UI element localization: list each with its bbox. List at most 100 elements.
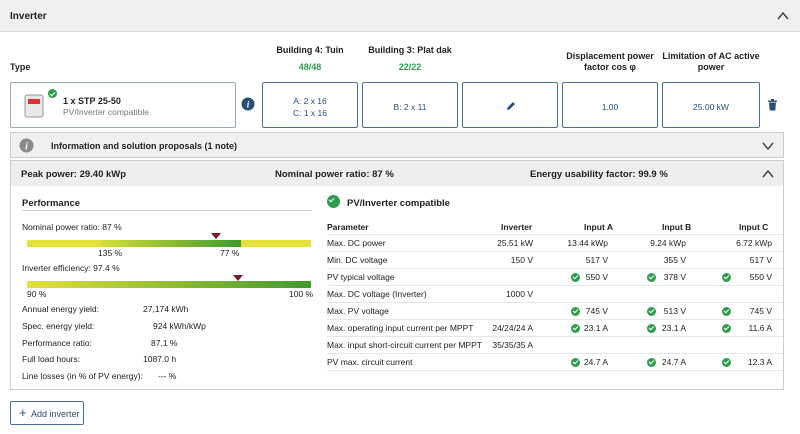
info-bar-label: Information and solution proposals (1 no… — [51, 141, 237, 151]
summary-bar[interactable]: Peak power: 29.40 kWp Nominal power rati… — [10, 160, 784, 186]
row-divider — [327, 370, 783, 371]
inverter-status: PV/Inverter compatible — [63, 107, 149, 117]
nominal-marker — [211, 233, 221, 239]
building4-config-card[interactable]: A: 2 x 16 C: 1 x 16 — [262, 82, 358, 128]
pencil-icon — [507, 102, 515, 110]
efficiency-bar — [27, 281, 311, 288]
value-cell-c: 12.3 A — [747, 357, 772, 367]
value-cell-a: 13.44 kWp — [567, 238, 608, 248]
building3-header: Building 3: Plat dak — [368, 45, 452, 55]
value-cell-a: 745 V — [585, 306, 608, 316]
value-cell-a: 24.7 A — [583, 357, 608, 367]
efficiency-left-label: 90 % — [27, 289, 47, 299]
value-cell-c: 517 V — [749, 255, 772, 265]
compat-title: PV/Inverter compatible — [347, 198, 450, 209]
limitation-header: Limitation of AC active power — [662, 51, 760, 72]
line-losses-label: Line losses (in % of PV energy): — [22, 371, 143, 381]
inverter-device-icon — [24, 94, 44, 118]
value-cell-c: 550 V — [749, 272, 772, 282]
nominal-bar-optimal — [101, 240, 241, 247]
table-divider — [327, 234, 783, 235]
check-circle-icon — [647, 357, 656, 367]
row-divider — [327, 285, 783, 286]
inverter-name: 1 x STP 25-50 — [63, 96, 121, 106]
value-cell-b: 513 V — [663, 306, 686, 316]
row-divider — [327, 302, 783, 303]
value-cell-b: 23.1 A — [661, 323, 686, 333]
nominal-right-label: 77 % — [220, 248, 240, 258]
check-circle-icon — [48, 89, 57, 98]
check-circle-icon — [647, 272, 656, 282]
value-cell-a: 23.1 A — [583, 323, 608, 333]
check-circle-icon — [722, 357, 731, 367]
efficiency-right-label: 100 % — [289, 289, 314, 299]
row-divider — [327, 353, 783, 354]
cos-phi-field[interactable]: 1.00 — [562, 82, 658, 128]
nominal-bar-high — [241, 240, 311, 247]
check-circle-icon — [571, 323, 580, 333]
header-input-b: Input B — [662, 222, 692, 232]
spec-yield-value: 924 kWh/kWp — [153, 321, 206, 331]
info-circle-icon: i — [19, 138, 34, 153]
building4-count: 48/48 — [298, 62, 322, 72]
value-cell-b: 378 V — [663, 272, 686, 282]
building3-config-card[interactable]: B: 2 x 11 — [362, 82, 458, 128]
header-parameter: Parameter — [327, 222, 369, 232]
chevron-down-icon[interactable] — [761, 139, 775, 153]
value-cell-inv: 35/35/35 A — [492, 340, 533, 350]
inverter-section-header[interactable]: Inverter — [0, 0, 800, 32]
value-cell-inv: 24/24/24 A — [492, 323, 533, 333]
edit-config-button[interactable] — [462, 82, 558, 128]
add-inverter-label: Add inverter — [31, 409, 80, 419]
check-circle-icon — [571, 272, 580, 282]
header-input-a: Input A — [584, 222, 613, 232]
row-divider — [327, 336, 783, 337]
displacement-header: Displacement power factor cos φ — [566, 51, 654, 72]
value-cell-b: 9.24 kWp — [650, 238, 686, 248]
chevron-up-icon[interactable] — [776, 9, 790, 23]
ac-limit-field[interactable]: 25.00 kW — [662, 82, 760, 128]
parameter-cell: PV max. circuit current — [327, 357, 413, 367]
add-inverter-button[interactable]: + Add inverter — [10, 401, 84, 425]
performance-title: Performance — [22, 198, 81, 209]
chevron-up-icon[interactable] — [761, 167, 775, 181]
check-circle-icon — [571, 306, 580, 316]
plus-icon: + — [19, 405, 27, 420]
efficiency-label: Inverter efficiency: 97.4 % — [22, 263, 120, 273]
value-cell-a: 550 V — [585, 272, 608, 282]
value-cell-c: 11.6 A — [748, 323, 772, 333]
parameter-cell: Max. PV voltage — [327, 306, 389, 316]
svg-text:i: i — [25, 142, 28, 153]
trash-icon[interactable] — [767, 99, 778, 111]
value-cell-inv: 1000 V — [506, 289, 533, 299]
value-cell-b: 355 V — [663, 255, 686, 265]
spec-yield-label: Spec. energy yield: — [22, 321, 95, 331]
info-icon[interactable]: i — [241, 97, 255, 111]
ac-limit-value: 25.00 kW — [693, 102, 729, 112]
value-cell-inv: 150 V — [510, 255, 533, 265]
building3-line1: B: 2 x 11 — [393, 102, 427, 112]
value-cell-inv: 25.51 kW — [497, 238, 533, 248]
check-circle-icon — [327, 195, 340, 208]
info-solutions-bar[interactable]: i Information and solution proposals (1 … — [10, 132, 784, 158]
section-title: Inverter — [10, 11, 47, 22]
parameter-cell: Max. DC voltage (Inverter) — [327, 289, 427, 299]
type-column-header: Type — [10, 62, 31, 72]
value-cell-a: 517 V — [585, 255, 608, 265]
energy-usability-factor: Energy usability factor: 99.9 % — [530, 169, 668, 180]
nominal-ratio-label: Nominal power ratio: 87 % — [22, 222, 122, 232]
annual-yield-value: 27,174 kWh — [143, 304, 189, 314]
check-circle-icon — [722, 306, 731, 316]
header-input-c: Input C — [739, 222, 769, 232]
check-circle-icon — [722, 272, 731, 282]
check-circle-icon — [647, 323, 656, 333]
performance-ratio-value: 87.1 % — [151, 338, 178, 348]
cos-phi-value: 1.00 — [601, 102, 619, 112]
line-losses-value: --- % — [158, 371, 177, 381]
inverter-card[interactable]: 1 x STP 25-50 PV/Inverter compatible — [10, 82, 236, 128]
building4-header: Building 4: Tuin — [276, 45, 344, 55]
nominal-left-label: 135 % — [98, 248, 123, 258]
check-circle-icon — [722, 323, 731, 333]
parameter-cell: PV typical voltage — [327, 272, 395, 282]
row-divider — [327, 251, 783, 252]
